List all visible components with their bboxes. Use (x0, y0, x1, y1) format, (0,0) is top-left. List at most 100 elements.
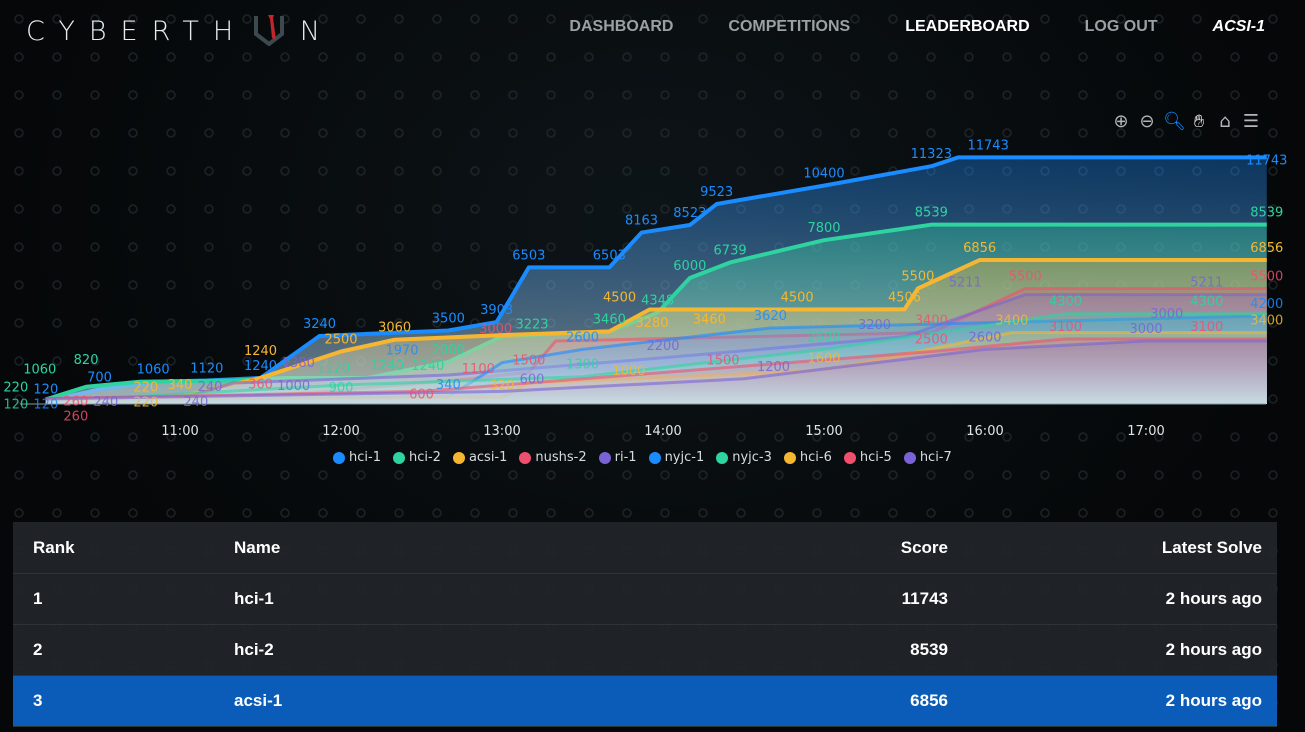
data-label: 3500 (432, 312, 465, 327)
legend-label: hci-7 (919, 450, 952, 465)
data-label: 1120 (317, 361, 350, 376)
x-tick-label: 13:00 (483, 424, 520, 439)
data-label: 6856 (963, 241, 996, 256)
data-label: 2600 (968, 330, 1001, 345)
score: 11743 (901, 589, 948, 608)
data-label: 360 (248, 377, 273, 392)
legend-label: nyjc-1 (664, 450, 705, 465)
data-label: 8163 (625, 214, 658, 229)
nav-user[interactable]: ACSI-1 (1212, 18, 1265, 35)
data-label: 3400 (1250, 314, 1283, 329)
data-label: 2600 (807, 330, 840, 345)
pan-hand-icon[interactable]: ✋︎ (1193, 111, 1205, 132)
data-label: 3000 (479, 322, 512, 337)
data-label: 3000 (1129, 322, 1162, 337)
legend-item-nyjc-3[interactable]: nyjc-3 (716, 450, 772, 465)
logo-text: CYBERTH N (26, 16, 334, 47)
legend-item-acsi-1[interactable]: acsi-1 (452, 450, 507, 465)
legend-label: hci-6 (799, 450, 832, 465)
data-label: 6503 (512, 248, 545, 263)
legend-item-ri-1[interactable]: ri-1 (598, 450, 637, 465)
latest-solve: 2 hours ago (1165, 589, 1262, 608)
leaderboard-table: Rank Name Score Latest Solve 1 hci-1 11743… (13, 522, 1277, 727)
menu-icon[interactable]: ☰ (1242, 111, 1260, 132)
legend-item-hci-2[interactable]: hci-2 (392, 450, 441, 465)
data-label: 220 (3, 380, 28, 395)
table-row[interactable]: 1 hci-1 11743 2 hours ago (13, 574, 1277, 625)
data-label: 3620 (754, 309, 787, 324)
data-label: 4200 (1250, 297, 1283, 312)
data-label: 1120 (190, 361, 223, 376)
latest-solve: 2 hours ago (1165, 691, 1262, 710)
legend-item-hci-7[interactable]: hci-7 (903, 450, 952, 465)
x-tick-label: 14:00 (644, 424, 681, 439)
legend-dot (843, 451, 856, 464)
legend-item-hci-1[interactable]: hci-1 (333, 450, 381, 465)
team-name: hci-2 (234, 640, 274, 659)
legend-label: nushs-2 (535, 450, 587, 465)
zoom-out-icon[interactable]: ⊖ (1139, 111, 1155, 132)
data-label: 1240 (244, 344, 277, 359)
team-name: acsi-1 (234, 691, 283, 710)
line-acsi-1[interactable] (45, 258, 1267, 402)
data-label: 1000 (612, 364, 645, 379)
header-rank: Rank (33, 537, 75, 557)
rank: 3 (33, 691, 43, 710)
data-label: 5211 (1190, 276, 1223, 291)
data-label: 1300 (566, 358, 599, 373)
data-label: 3200 (858, 318, 891, 333)
selection-zoom-icon[interactable]: 🔍︎ (1163, 111, 1186, 132)
legend-item-hci-5[interactable]: hci-5 (843, 450, 892, 465)
data-label: 4506 (888, 290, 921, 305)
data-label: 3400 (915, 314, 948, 329)
table-row[interactable]: 2 hci-2 8539 2 hours ago (13, 625, 1277, 676)
zoom-in-icon[interactable]: ⊕ (1113, 111, 1129, 132)
data-label: 2200 (646, 339, 679, 354)
data-label: 3460 (693, 312, 726, 327)
data-label: 1000 (277, 379, 310, 394)
data-label: 1380 (282, 356, 315, 371)
data-label: 7800 (807, 221, 840, 236)
data-label: 1200 (757, 360, 790, 375)
nav-dashboard[interactable]: DASHBOARD (569, 18, 674, 35)
nav-competitions[interactable]: COMPETITIONS (728, 18, 851, 35)
data-label: 1970 (385, 344, 418, 359)
rank: 2 (33, 640, 43, 659)
data-label: 10400 (803, 167, 844, 182)
data-label: 1500 (706, 354, 739, 369)
legend-item-nyjc-1[interactable]: nyjc-1 (648, 450, 705, 465)
x-tick-label: 12:00 (322, 424, 359, 439)
data-label: 900 (329, 381, 354, 396)
score: 6856 (910, 691, 948, 710)
data-label: 340 (436, 378, 461, 393)
data-label: 1060 (23, 363, 56, 378)
data-label: 1240 (411, 359, 444, 374)
data-label: 2600 (566, 330, 599, 345)
data-label: 4348 (641, 294, 674, 309)
line-nyjc-3[interactable] (45, 312, 1267, 403)
nav-logout[interactable]: LOG OUT (1084, 18, 1158, 35)
data-label: 3903 (480, 303, 513, 318)
legend-item-hci-6[interactable]: hci-6 (783, 450, 832, 465)
home-reset-icon[interactable]: ⌂ (1219, 111, 1231, 132)
nav-leaderboard[interactable]: LEADERBOARD (905, 18, 1030, 35)
table-header: Rank Name Score Latest Solve (13, 522, 1277, 574)
data-label: 3280 (635, 316, 668, 331)
table-row-selected[interactable]: 3 acsi-1 6856 2 hours ago (13, 676, 1277, 727)
header-name: Name (234, 537, 281, 557)
data-label: 120 (33, 397, 58, 412)
logo-shield-icon (254, 15, 284, 46)
data-label: 600 (520, 372, 545, 387)
line-hci-7[interactable] (45, 339, 1267, 401)
x-tick-label: 15:00 (805, 424, 842, 439)
data-label: 4300 (1190, 295, 1223, 310)
latest-solve: 2 hours ago (1165, 640, 1262, 659)
x-tick-label: 11:00 (161, 424, 198, 439)
data-label: 240 (198, 380, 223, 395)
data-label: 4500 (603, 291, 636, 306)
score-chart: 11:00 12:00 13:00 14:00 15:00 16:00 17:00 120 70… (3, 138, 1287, 439)
data-label: 1600 (807, 351, 840, 366)
data-label: 2000 (432, 343, 465, 358)
logo[interactable]: CYBERTH N (26, 15, 334, 109)
legend-item-nushs-2[interactable]: nushs-2 (519, 450, 587, 465)
